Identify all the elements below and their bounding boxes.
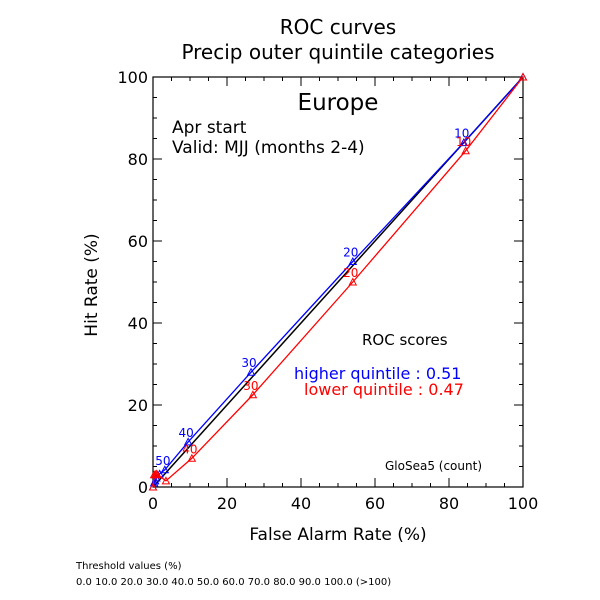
x-tick-label: 40 [291, 494, 311, 513]
higher-threshold-label: 40 [179, 426, 194, 440]
lower-quintile-marker [161, 476, 171, 485]
higher-quintile-marker [348, 256, 358, 265]
lower-quintile-marker [153, 470, 162, 479]
x-tick-label: 80 [439, 494, 459, 513]
x-tick-label: 60 [365, 494, 385, 513]
lower-quintile-score: lower quintile : 0.47 [304, 380, 464, 399]
x-tick-label: 20 [217, 494, 237, 513]
higher-threshold-label: 30 [241, 356, 256, 370]
lower-quintile-marker [148, 482, 158, 491]
y-tick-label: 60 [128, 232, 148, 251]
valid-period-label: Valid: MJJ (months 2-4) [172, 138, 365, 158]
x-tick-label: 0 [148, 494, 158, 513]
plot-axes: 0 20 40 60 80 100 0 20 40 60 80 100 [117, 68, 538, 513]
lower-quintile-marker [248, 390, 258, 399]
higher-quintile-marker [246, 367, 256, 376]
y-tick-label: 0 [138, 478, 148, 497]
roc-scores-heading: ROC scores [362, 331, 448, 349]
higher-quintile-marker [459, 138, 469, 147]
higher-quintile-marker [160, 465, 170, 474]
x-axis-label: False Alarm Rate (%) [249, 525, 426, 545]
lower-threshold-label: 40 [182, 442, 197, 456]
chart-title: ROC curves [280, 15, 396, 39]
y-tick-label: 40 [128, 314, 148, 333]
lower-quintile-marker [348, 277, 358, 286]
x-tick-label: 100 [508, 494, 539, 513]
y-tick-label: 80 [128, 150, 148, 169]
lower-quintile-marker [187, 453, 197, 462]
lower-quintile-marker [461, 146, 470, 155]
higher-threshold-label: 10 [454, 127, 469, 141]
region-label: Europe [298, 90, 379, 116]
lower-quintile-line [152, 76, 524, 488]
threshold-title: Threshold values (%) [76, 561, 182, 572]
higher-threshold-label: 50 [155, 454, 170, 468]
chart-subtitle: Precip outer quintile categories [181, 40, 494, 64]
y-tick-label: 20 [128, 396, 148, 415]
lower-threshold-label: 30 [243, 379, 258, 393]
higher-threshold-label: 20 [343, 246, 358, 260]
higher-quintile-score: higher quintile : 0.51 [294, 364, 461, 383]
lower-quintile-marker [518, 72, 528, 81]
roc-series: 50 40 30 20 10 40 30 20 10 [148, 72, 528, 491]
y-axis-label: Hit Rate (%) [82, 233, 102, 336]
lower-threshold-label: 20 [343, 266, 358, 280]
threshold-values: 0.0 10.0 20.0 30.0 40.0 50.0 60.0 70.0 8… [76, 577, 392, 588]
start-label: Apr start [172, 118, 247, 138]
lower-threshold-label: 10 [456, 135, 471, 149]
model-label: GloSea5 (count) [385, 459, 482, 473]
higher-quintile-marker [183, 437, 193, 446]
lower-quintile-marker [151, 469, 161, 478]
y-tick-label: 100 [117, 68, 148, 87]
